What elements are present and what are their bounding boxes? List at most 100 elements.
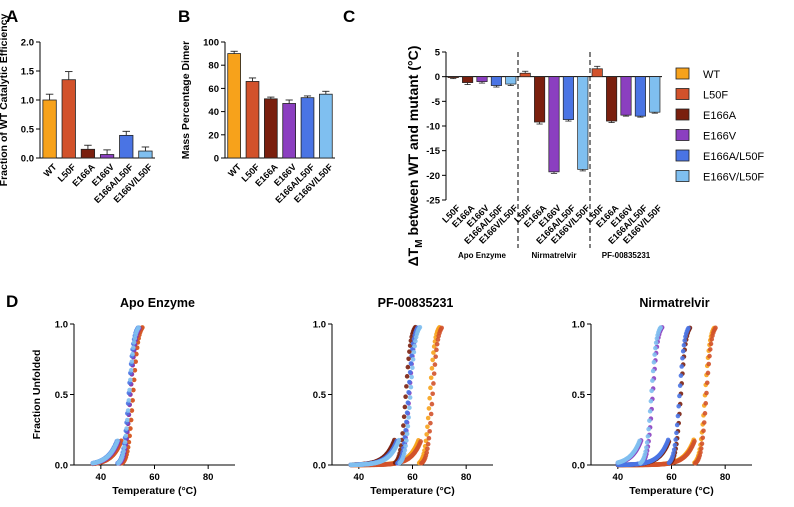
panel-label-c: C <box>343 7 355 26</box>
y-tick-label: 40 <box>208 107 219 118</box>
data-point <box>403 394 408 400</box>
data-point <box>131 340 137 345</box>
data-point <box>707 353 712 359</box>
data-point <box>405 423 411 429</box>
data-point <box>128 377 133 383</box>
data-point <box>131 387 136 393</box>
y-tick-label: 1.0 <box>55 320 68 331</box>
data-point <box>653 340 659 346</box>
bar-e166v <box>99 154 115 159</box>
data-point <box>406 389 411 395</box>
x-axis-title: Temperature (°C) <box>370 485 455 497</box>
bar-e166v <box>620 76 632 116</box>
data-point <box>643 449 648 454</box>
bar-e166v <box>548 76 560 173</box>
data-point <box>401 414 407 420</box>
data-point <box>132 367 138 373</box>
x-tick-label: 80 <box>203 472 214 483</box>
data-point <box>653 345 658 351</box>
data-point <box>701 420 707 425</box>
data-point <box>682 338 687 343</box>
data-point <box>434 347 439 353</box>
data-point <box>433 354 438 359</box>
chart-a-catalytic-efficiency: 0.00.51.01.52.0WTL50FE166AE166VE166A/L50… <box>0 13 155 205</box>
y-tick-label: 1.0 <box>21 96 34 107</box>
bar-e166v-l50f <box>319 93 333 159</box>
data-point <box>426 406 432 411</box>
data-point <box>405 364 411 370</box>
bar-e166v-l50f <box>138 150 153 159</box>
data-point <box>407 349 412 354</box>
chart-title: Nirmatrelvir <box>639 296 709 310</box>
chart-title: PF-00835231 <box>378 296 454 310</box>
data-point <box>407 405 412 411</box>
data-point <box>124 426 129 431</box>
y-axis-title: Fraction of WT Catalytic Efficiency <box>0 13 10 186</box>
chart-d-pf-00835231: 0.0 0.5 1.0 40 60 80 Temperature (°C) PF-008352… <box>313 296 493 497</box>
data-point <box>713 325 718 331</box>
y-tick-label: 0.0 <box>313 461 326 472</box>
y-tick-label: 0.5 <box>21 125 35 136</box>
data-point <box>671 450 676 456</box>
bar-wt <box>227 53 241 159</box>
legend-swatch-e166v <box>675 129 690 141</box>
data-point <box>425 415 431 421</box>
data-point <box>428 411 434 417</box>
data-point <box>427 395 432 401</box>
data-point <box>431 350 436 355</box>
data-point <box>427 428 432 434</box>
data-point <box>699 441 705 447</box>
bar-e166v-l50f <box>505 76 517 85</box>
data-point <box>434 341 440 347</box>
data-point <box>412 343 417 349</box>
x-tick-label: 80 <box>720 472 731 483</box>
data-point <box>406 415 411 420</box>
y-tick-label: 2.0 <box>21 38 34 49</box>
bar-e166v <box>282 103 296 159</box>
x-axis-title: Temperature (°C) <box>112 485 197 497</box>
data-point <box>705 370 711 376</box>
data-point <box>650 368 656 374</box>
bar-e166v-l50f <box>577 76 589 170</box>
data-point <box>408 361 414 366</box>
series-e166v-l50f <box>90 325 141 466</box>
legend-swatch-e166a <box>675 108 690 121</box>
data-point <box>403 443 408 449</box>
data-point <box>647 418 652 423</box>
data-point <box>650 378 655 383</box>
bar-e166a-l50f <box>562 76 574 120</box>
data-point <box>404 410 410 415</box>
data-point <box>698 446 704 451</box>
series-e166v-l50f <box>615 325 663 466</box>
bar-l50f <box>447 76 459 79</box>
data-point <box>671 447 677 452</box>
data-point <box>127 433 132 439</box>
data-point <box>401 423 406 428</box>
data-point <box>133 359 138 364</box>
data-point <box>115 438 120 444</box>
data-point <box>130 398 135 403</box>
data-point <box>131 377 137 383</box>
panel-label-b: B <box>178 7 190 26</box>
y-tick-label: -20 <box>426 171 440 182</box>
data-point <box>672 442 678 448</box>
data-point <box>122 444 127 450</box>
bar-e166a-l50f <box>490 76 502 86</box>
data-point <box>677 383 683 388</box>
data-point <box>674 422 680 428</box>
legend-label: E166V/L50F <box>703 172 764 184</box>
data-point <box>644 445 649 450</box>
chart-d-apo-enzyme: 0.0 0.5 1.0 40 60 80 Temperature (°C) Apo Enzym… <box>31 296 235 497</box>
data-point <box>647 408 653 414</box>
data-point <box>679 364 684 369</box>
legend-label: E166V <box>703 131 737 143</box>
data-point <box>402 404 408 410</box>
data-point <box>426 435 432 441</box>
data-point <box>658 325 663 330</box>
y-axis-title: Mass Percentage Dimer <box>180 41 192 159</box>
data-point <box>431 371 437 376</box>
data-point <box>677 393 682 399</box>
legend-label: E166A/L50F <box>703 151 764 163</box>
data-point <box>430 391 435 397</box>
bar-e166a <box>80 148 96 159</box>
